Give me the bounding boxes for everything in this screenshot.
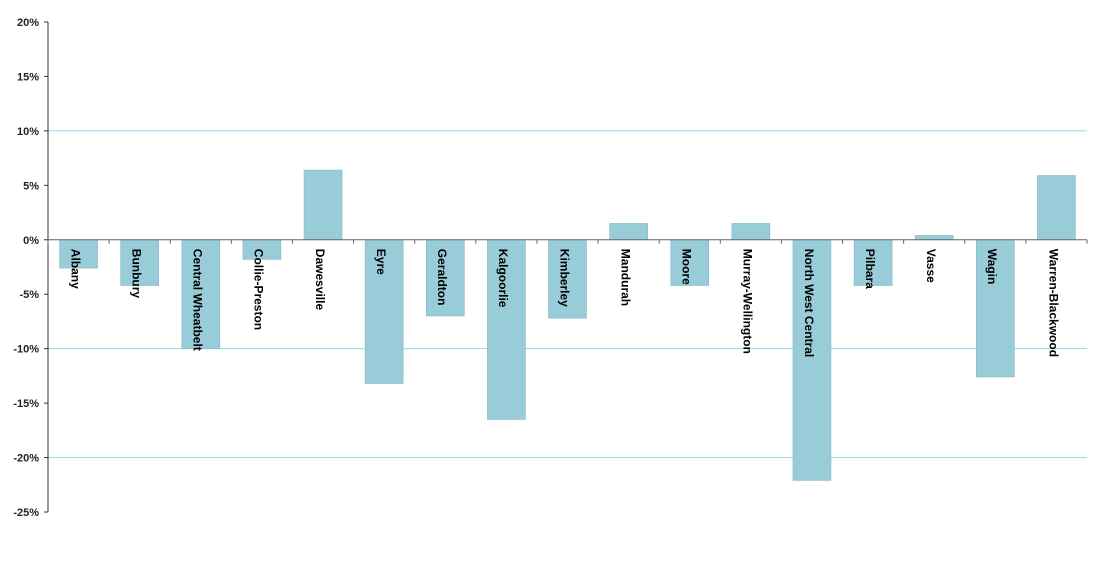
bar bbox=[1037, 175, 1076, 241]
category-labels: Albany Bunbury Central Wheatbelt Collie-Pre… bbox=[68, 249, 1060, 357]
y-tick-label: -20% bbox=[13, 453, 39, 465]
y-tick-label: -5% bbox=[19, 289, 39, 301]
category-label: North West Central bbox=[802, 249, 816, 357]
y-tick-label: -10% bbox=[13, 344, 39, 356]
bar bbox=[303, 169, 343, 241]
category-label: Geraldton bbox=[435, 249, 449, 306]
y-tick-label: 10% bbox=[17, 126, 39, 138]
y-tick-labels: 20% 15% 10% 5% 0% -5% -10% -15% -20% -25% bbox=[13, 17, 39, 519]
bar bbox=[792, 239, 832, 481]
bar bbox=[914, 235, 954, 241]
category-label: Mandurah bbox=[618, 249, 632, 306]
bar bbox=[731, 223, 771, 241]
bar bbox=[609, 223, 648, 241]
category-label: Vasse bbox=[924, 249, 938, 283]
category-label: Central Wheatbelt bbox=[191, 249, 205, 351]
category-label: Albany bbox=[68, 249, 82, 289]
category-label: Collie-Preston bbox=[252, 249, 266, 330]
category-label: Kimberley bbox=[557, 249, 571, 307]
category-label: Bunbury bbox=[130, 249, 144, 299]
y-tick-label: 20% bbox=[17, 17, 39, 29]
axes bbox=[44, 21, 1088, 513]
bars bbox=[59, 169, 1076, 481]
y-tick-label: -15% bbox=[13, 398, 39, 410]
bar bbox=[853, 239, 893, 286]
category-label: Wagin bbox=[985, 249, 999, 285]
category-label: Murray-Wellington bbox=[741, 249, 755, 354]
category-label: Warren-Blackwood bbox=[1046, 249, 1060, 357]
category-label: Kalgoorlie bbox=[496, 249, 510, 308]
bar bbox=[487, 239, 526, 420]
y-tick-label: 5% bbox=[23, 180, 39, 192]
category-label: Eyre bbox=[374, 249, 388, 275]
gridlines bbox=[48, 130, 1087, 459]
bar bbox=[976, 239, 1015, 378]
category-label: Moore bbox=[680, 249, 694, 285]
category-label: Pilbara bbox=[863, 249, 877, 289]
y-tick-label: 0% bbox=[23, 235, 39, 247]
category-label: Dawesville bbox=[313, 249, 327, 311]
bar bbox=[548, 239, 587, 319]
bar bbox=[59, 239, 98, 269]
bar bbox=[425, 239, 465, 317]
bar bbox=[670, 239, 710, 286]
bar bbox=[181, 239, 221, 349]
y-tick-label: -25% bbox=[13, 507, 39, 519]
y-tick-label: 15% bbox=[17, 71, 39, 83]
